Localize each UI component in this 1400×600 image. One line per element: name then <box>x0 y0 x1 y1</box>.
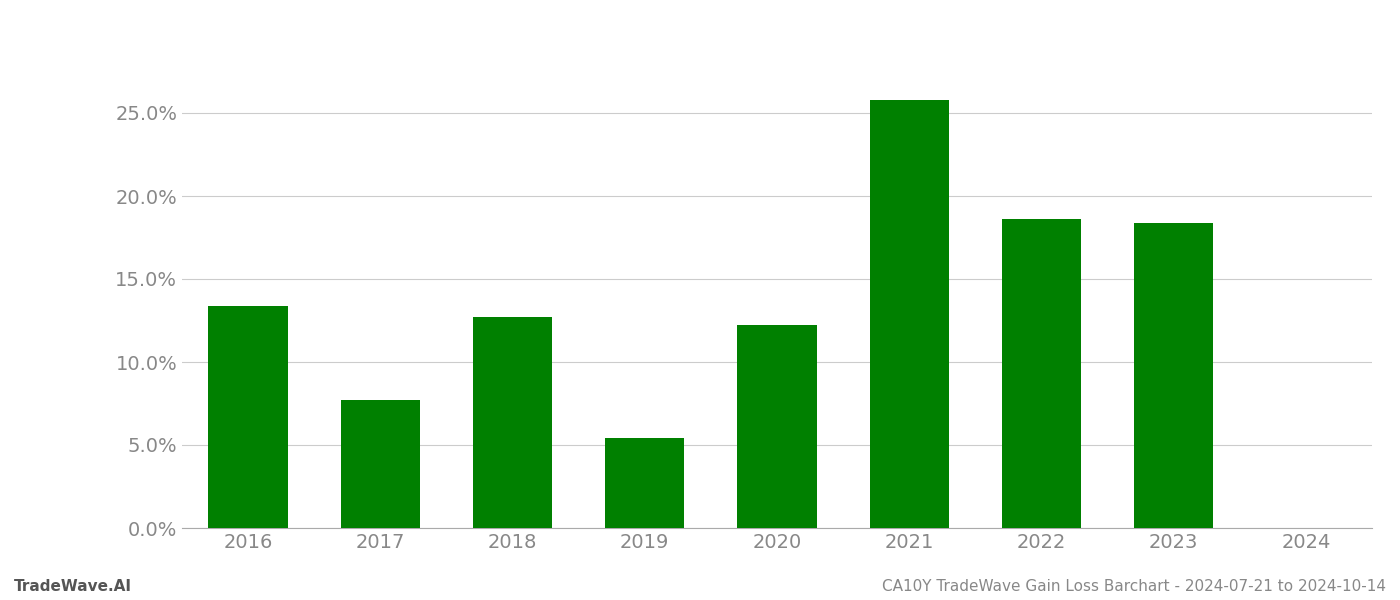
Bar <box>1134 223 1214 528</box>
Text: TradeWave.AI: TradeWave.AI <box>14 579 132 594</box>
Bar <box>1002 219 1081 528</box>
Bar <box>605 439 685 528</box>
Bar <box>869 100 949 528</box>
Bar <box>738 325 816 528</box>
Text: CA10Y TradeWave Gain Loss Barchart - 2024-07-21 to 2024-10-14: CA10Y TradeWave Gain Loss Barchart - 202… <box>882 579 1386 594</box>
Bar <box>340 400 420 528</box>
Bar <box>473 317 552 528</box>
Bar <box>209 305 288 528</box>
